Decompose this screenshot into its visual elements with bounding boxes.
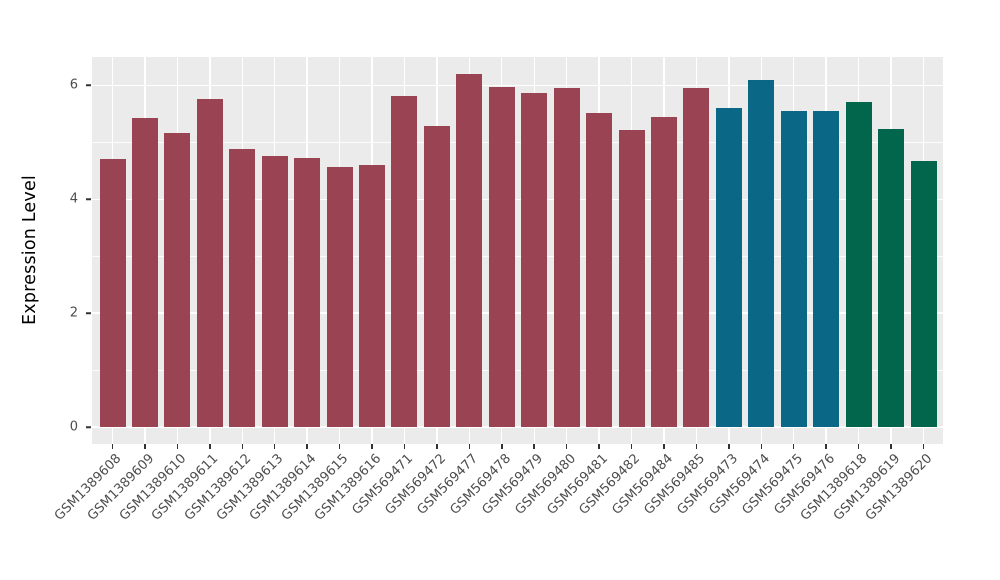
x-tick-mark bbox=[792, 444, 795, 449]
x-tick-mark bbox=[663, 444, 665, 449]
x-tick-mark bbox=[922, 444, 925, 449]
y-tick-mark bbox=[86, 84, 91, 87]
y-tick-mark bbox=[86, 426, 91, 428]
plot-panel bbox=[92, 57, 943, 444]
y-tick-label: 6 bbox=[69, 77, 78, 93]
x-tick-mark bbox=[111, 444, 114, 449]
x-tick-mark bbox=[695, 444, 698, 449]
bar-GSM569480 bbox=[553, 88, 580, 427]
bar-GSM1389619 bbox=[878, 128, 905, 427]
bar-GSM569481 bbox=[586, 112, 613, 427]
bar-GSM1389609 bbox=[131, 117, 158, 427]
x-tick-mark bbox=[306, 444, 308, 449]
x-tick-mark bbox=[371, 444, 373, 449]
x-axis: GSM1389608 GSM1389609 GSM1389610 GSM1389611… bbox=[52, 444, 943, 580]
bar-GSM569471 bbox=[391, 96, 418, 427]
x-tick-mark bbox=[273, 444, 276, 449]
x-tick-mark bbox=[598, 444, 600, 449]
x-tick-mark bbox=[857, 444, 860, 449]
bar-GSM569476 bbox=[813, 110, 840, 427]
x-tick-mark bbox=[209, 444, 211, 449]
bar-GSM1389610 bbox=[164, 132, 191, 427]
gridline-major bbox=[92, 426, 943, 428]
bar-GSM1389608 bbox=[99, 159, 126, 427]
x-tick-mark bbox=[565, 444, 568, 449]
bar-GSM569478 bbox=[488, 87, 515, 427]
gridline-major bbox=[92, 198, 943, 201]
bar-GSM1389614 bbox=[294, 157, 321, 427]
bar-GSM1389616 bbox=[359, 165, 386, 427]
bar-GSM1389615 bbox=[326, 167, 353, 427]
gridline-major bbox=[92, 84, 943, 87]
x-tick-mark bbox=[501, 444, 503, 449]
bar-GSM1389612 bbox=[229, 148, 256, 427]
y-tick-label: 0 bbox=[69, 419, 78, 435]
x-tick-mark bbox=[630, 444, 633, 449]
x-tick-mark bbox=[144, 444, 146, 449]
gridline-major bbox=[92, 312, 943, 314]
bar-GSM569485 bbox=[683, 88, 710, 427]
bar-GSM569477 bbox=[456, 74, 483, 427]
bar-GSM569479 bbox=[521, 93, 548, 427]
bar-GSM1389620 bbox=[910, 161, 937, 427]
gridline-minor bbox=[92, 370, 943, 371]
x-tick-mark bbox=[825, 444, 827, 449]
gridline-minor bbox=[92, 142, 943, 144]
bar-GSM1389611 bbox=[196, 98, 223, 427]
bar-GSM569474 bbox=[748, 80, 775, 427]
gridline-minor bbox=[92, 256, 943, 258]
bar-GSM569472 bbox=[423, 126, 450, 427]
x-tick-mark bbox=[338, 444, 341, 449]
bar-GSM1389613 bbox=[261, 156, 288, 427]
x-tick-mark bbox=[533, 444, 535, 449]
x-tick-mark bbox=[890, 444, 892, 449]
x-tick-mark bbox=[241, 444, 243, 449]
x-tick-mark bbox=[436, 444, 438, 449]
bar-GSM569482 bbox=[618, 129, 645, 427]
y-axis: 0 2 4 6 bbox=[0, 57, 92, 444]
y-tick-mark bbox=[86, 198, 91, 201]
bar-GSM569475 bbox=[780, 110, 807, 427]
x-tick-mark bbox=[403, 444, 406, 449]
x-tick-mark bbox=[728, 444, 730, 449]
bar-GSM569473 bbox=[715, 108, 742, 427]
y-tick-label: 4 bbox=[69, 191, 78, 207]
x-tick-mark bbox=[468, 444, 471, 449]
bar-GSM1389618 bbox=[845, 101, 872, 427]
bar-GSM569484 bbox=[650, 117, 677, 427]
y-tick-mark bbox=[86, 312, 91, 314]
x-tick-mark bbox=[760, 444, 763, 449]
x-tick-mark bbox=[176, 444, 179, 449]
y-tick-label: 2 bbox=[69, 305, 78, 321]
